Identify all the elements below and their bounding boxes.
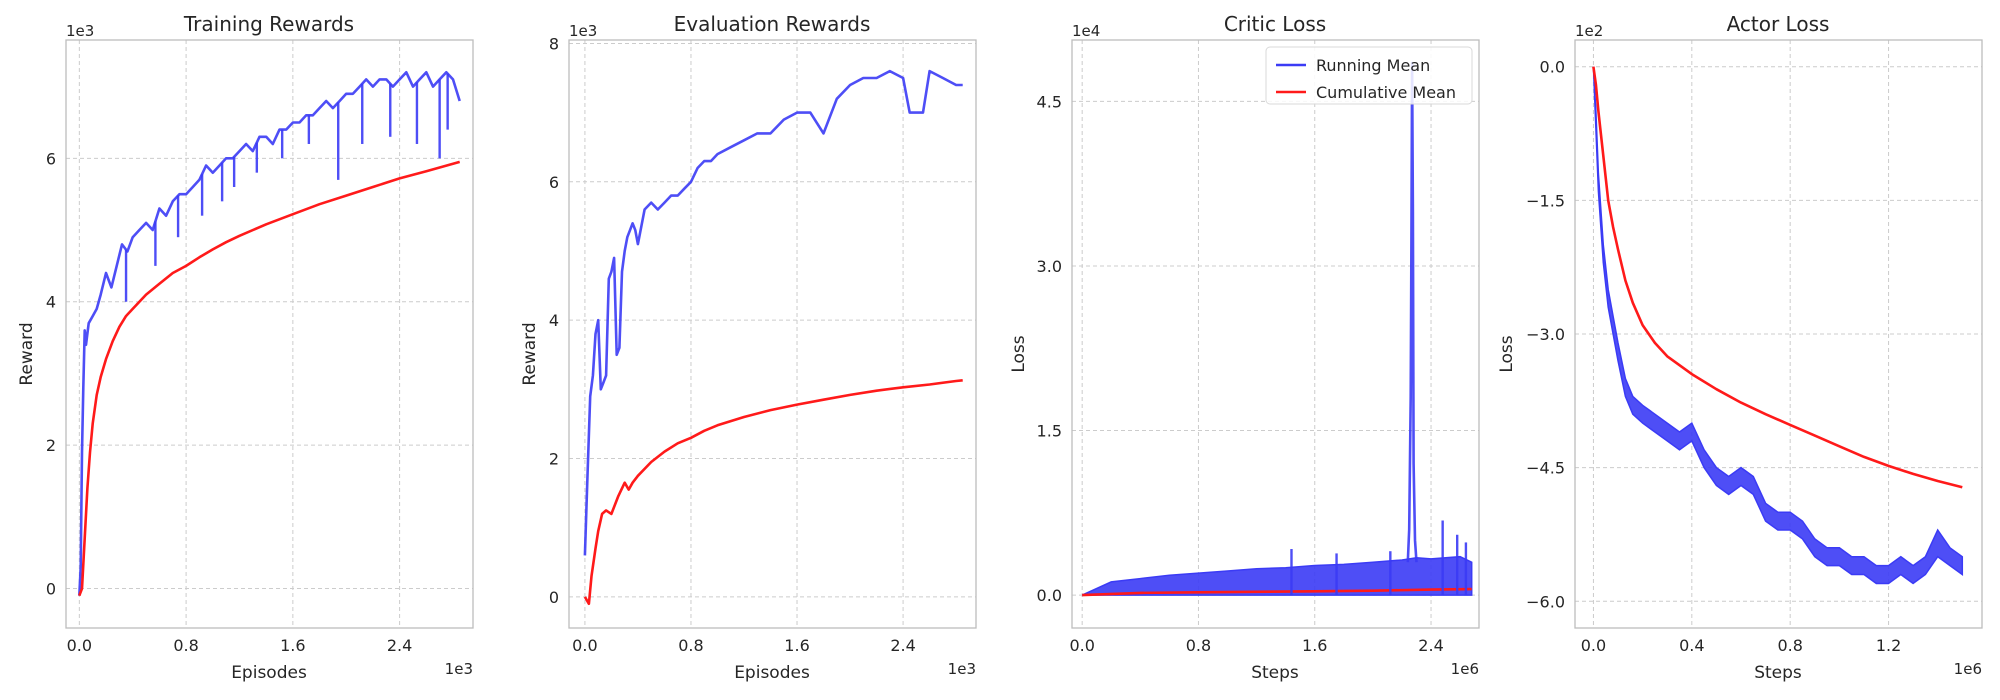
running-mean-line [583,69,963,556]
x-axis-label: Episodes [734,663,810,683]
x-tick-label: 0.8 [1777,636,1802,655]
x-axis-label: Steps [1251,663,1299,683]
plot-background [569,40,976,628]
cumulative-mean-line [583,379,963,606]
x-tick-label: 0.0 [572,636,597,655]
x-axis-multiplier: 1e3 [445,660,473,678]
y-tick-label: 0.0 [1037,586,1062,605]
plot-area: 0.0 0.8 1.6 2.4 0 2 4 6 8 [549,34,977,655]
x-tick-label: 0.8 [678,636,703,655]
actor-loss-panel: 0.0 0.4 0.8 1.2 0.0 −1.5 −3.0 −4.5 −6.0 Actor Lo… [1497,12,1983,683]
x-tick-label: 1.6 [1302,636,1327,655]
x-tick-label: 2.4 [890,636,915,655]
y-axis-label: Reward [17,322,37,385]
cumulative-mean-line [78,160,461,597]
y-axis-label: Loss [1009,335,1029,372]
x-tick-label: 1.6 [784,636,809,655]
x-tick-label: 1.2 [1876,636,1901,655]
evaluation-rewards-panel: 0.0 0.8 1.6 2.4 0 2 4 6 8 Evaluation Rewards 1e3… [520,12,977,683]
legend-label-cumulative-mean: Cumulative Mean [1316,83,1456,102]
y-axis-label: Loss [1497,335,1517,372]
x-tick-label: 0.4 [1679,636,1704,655]
plot-background [1072,40,1479,628]
running-mean-band [1081,555,1473,596]
axes-frame [568,39,977,629]
y-tick-label: −1.5 [1526,191,1565,210]
x-tick-label: 0.8 [1186,636,1211,655]
y-tick-label: 6 [549,173,559,192]
x-axis-multiplier: 1e3 [948,660,976,678]
critic-loss-panel: 0.0 0.8 1.6 2.4 0.0 1.5 3.0 4.5 Running Mean Cumu… [1009,12,1480,683]
panel-title: Actor Loss [1727,12,1830,36]
y-tick-label: 0.0 [1540,58,1565,77]
axes-frame [1574,39,1983,629]
y-axis-label: Reward [520,322,540,385]
y-tick-label: 0 [46,580,56,599]
panel-title: Evaluation Rewards [674,12,871,36]
y-tick-label: 2 [46,436,56,455]
y-axis-multiplier: 1e3 [569,22,597,40]
panel-title: Critic Loss [1224,12,1326,36]
y-tick-label: 8 [549,34,559,53]
y-tick-label: 2 [549,450,559,469]
plot-area: 0.0 0.4 0.8 1.2 0.0 −1.5 −3.0 −4.5 −6.0 [1526,39,1983,655]
y-tick-label: −6.0 [1526,592,1565,611]
x-tick-label: 0.0 [1581,636,1606,655]
legend: Running Mean Cumulative Mean [1265,46,1473,105]
x-tick-label: 2.4 [1418,636,1443,655]
cumulative-mean-line [1082,587,1472,597]
y-tick-label: 1.5 [1037,422,1062,441]
plot-background [66,40,473,628]
x-tick-label: 1.6 [280,636,305,655]
x-tick-label: 0.0 [67,636,92,655]
y-tick-label: 0 [549,588,559,607]
y-axis-multiplier: 1e3 [66,22,94,40]
y-tick-label: 3.0 [1037,257,1062,276]
cumulative-mean-line [1592,66,1963,489]
y-tick-label: 4 [46,293,56,312]
axes-frame [65,39,474,629]
y-tick-label: 6 [46,149,56,168]
plot-area: 0.0 0.8 1.6 2.4 0 2 4 6 [46,39,474,655]
running-mean-band [1592,66,1964,585]
training-rewards-panel: 0.0 0.8 1.6 2.4 0 2 4 6 Training Rewards 1e3 1e… [17,12,474,683]
y-tick-label: 4 [549,311,559,330]
x-tick-label: 0.0 [1069,636,1094,655]
y-axis-multiplier: 1e4 [1072,22,1100,40]
y-tick-label: −4.5 [1526,459,1565,478]
x-axis-multiplier: 1e6 [1451,660,1479,678]
plot-area: 0.0 0.8 1.6 2.4 0.0 1.5 3.0 4.5 Running Mean Cumu… [1037,39,1480,655]
x-axis-label: Episodes [231,663,307,683]
x-tick-label: 2.4 [387,636,412,655]
x-axis-multiplier: 1e6 [1954,660,1982,678]
x-axis-label: Steps [1754,663,1802,683]
y-tick-label: 4.5 [1037,92,1062,111]
running-mean-line [78,71,461,596]
x-tick-label: 0.8 [173,636,198,655]
axes-frame [1071,39,1480,629]
y-tick-label: −3.0 [1526,325,1565,344]
legend-box [1265,46,1473,105]
legend-label-running-mean: Running Mean [1316,56,1430,75]
y-axis-multiplier: 1e2 [1575,22,1603,40]
panel-title: Training Rewards [183,12,354,36]
